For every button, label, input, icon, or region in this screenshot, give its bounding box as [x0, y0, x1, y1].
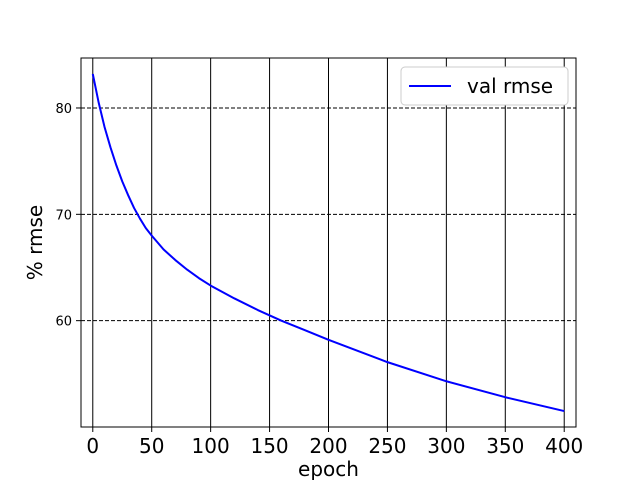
- x-tick-label: 250: [368, 434, 406, 458]
- y-tick-label: 70: [55, 208, 72, 223]
- series-group: [91, 73, 565, 413]
- y-axis-label: % rmse: [23, 205, 47, 280]
- x-tick-label: 350: [486, 434, 524, 458]
- legend-box: [400, 66, 569, 106]
- x-tick-label: 150: [250, 434, 288, 458]
- legend: val rmse: [400, 66, 569, 106]
- x-tick-label: 100: [192, 434, 230, 458]
- x-tick-label: 400: [545, 434, 583, 458]
- y-tick-label: 60: [55, 315, 72, 330]
- series-line-0: [91, 73, 565, 413]
- y-tick-label: 80: [55, 102, 72, 117]
- x-tick-label: 0: [86, 434, 99, 458]
- x-tick-label: 200: [309, 434, 347, 458]
- grid: [81, 58, 576, 427]
- ticks: 0 50 100 150 200 250 300 350 400 60 70 80: [55, 102, 583, 458]
- x-axis-label: epoch: [298, 457, 359, 480]
- legend-label: val rmse: [467, 74, 553, 98]
- x-tick-label: 50: [139, 434, 164, 458]
- x-tick-label: 300: [427, 434, 465, 458]
